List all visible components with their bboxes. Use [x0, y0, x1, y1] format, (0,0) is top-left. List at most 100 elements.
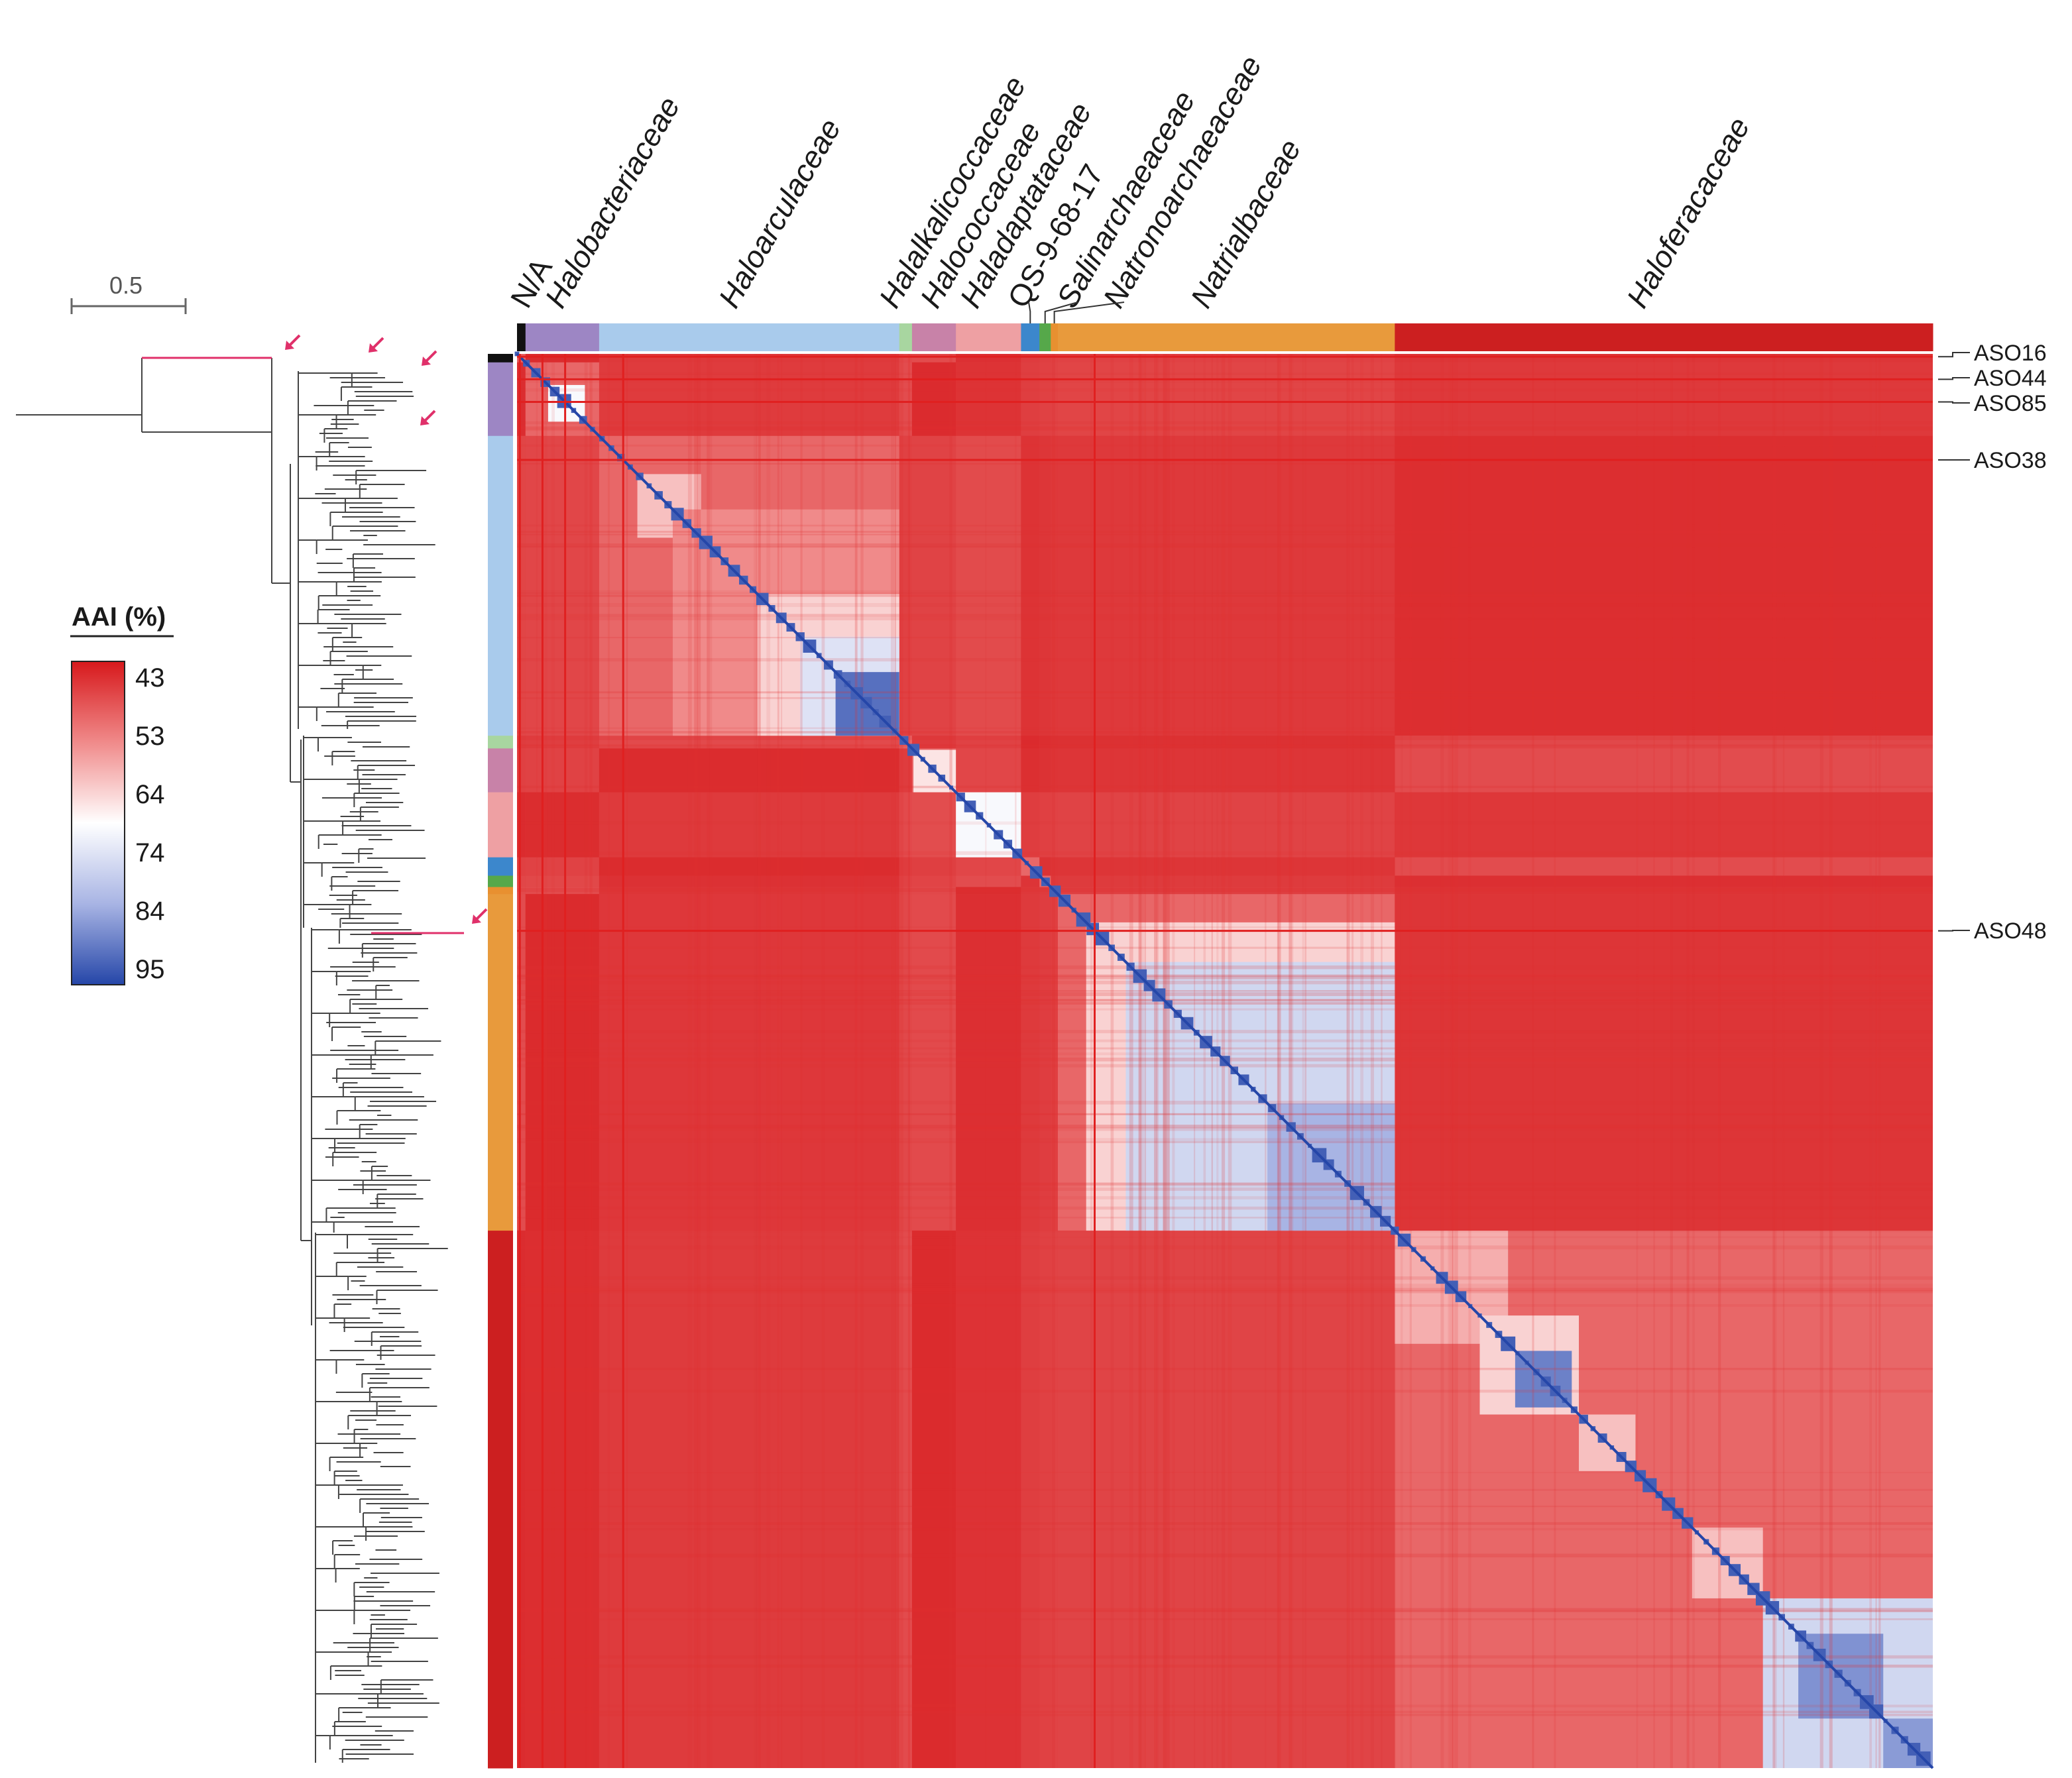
- heatmap-cell-block: [1057, 748, 1395, 793]
- heatmap-cell-block: [1395, 894, 1933, 1231]
- highlight-arrowhead: [369, 343, 378, 353]
- family-label: Haloferacaceae: [1620, 111, 1756, 313]
- heatmap-cell-block: [956, 435, 1021, 736]
- family-label: Halobacteriaceae: [538, 91, 687, 313]
- heatmap-cell-block: [1395, 875, 1933, 887]
- heatmap-cell-block: [1051, 354, 1058, 362]
- heatmap-cell-block: [956, 748, 1021, 793]
- heatmap-stripe: [697, 354, 701, 1768]
- heatmap-cell-block: [899, 792, 912, 858]
- heatmap-stripe: [517, 1138, 1933, 1140]
- family-bar-segment: [488, 435, 513, 736]
- family-bar-segment: [488, 792, 513, 858]
- heatmap-stripe: [517, 1125, 1933, 1129]
- heatmap-stripe: [1211, 354, 1213, 1768]
- phylogenetic-tree: [16, 357, 464, 1763]
- heatmap-stripe: [899, 354, 903, 1768]
- family-bar-segment: [488, 894, 513, 1231]
- heatmap-stripe: [854, 354, 858, 1768]
- heatmap-stripe: [1144, 354, 1147, 1768]
- heatmap-stripe: [1110, 354, 1114, 1768]
- heatmap-cell-block: [599, 875, 899, 887]
- genome-label: ASO85: [1974, 391, 2047, 416]
- genome-label: ASO38: [1974, 448, 2047, 473]
- highlight-arrowhead: [472, 915, 481, 924]
- heatmap-stripe: [985, 354, 987, 1768]
- aai-legend: AAI (%) 43 53 64 74 84 95: [70, 602, 174, 985]
- heatmap-stripe: [1172, 354, 1175, 1768]
- heatmap-cell-block: [899, 857, 912, 876]
- heatmap-cell-block: [911, 1231, 956, 1768]
- heatmap-stripe: [517, 744, 1933, 746]
- heatmap-stripe: [517, 592, 1933, 594]
- heatmap-stripe: [517, 524, 1933, 527]
- highlight-arrows: [285, 334, 488, 924]
- heatmap-stripe: [517, 975, 1933, 979]
- family-bar-segment: [1051, 323, 1059, 351]
- heatmap-stripe: [687, 354, 692, 1768]
- heatmap-stripe: [517, 1052, 1933, 1056]
- heatmap-cell-block: [1057, 887, 1395, 895]
- heatmap-stripe: [777, 354, 779, 1768]
- heatmap-cell-block: [1039, 362, 1051, 436]
- heatmap-stripe: [1819, 354, 1823, 1768]
- heatmap-cell-block: [525, 894, 599, 1231]
- heatmap-stripe: [536, 354, 538, 1768]
- heatmap-cell-block: [911, 736, 956, 749]
- heatmap-stripe: [1381, 354, 1383, 1768]
- heatmap-cell-block: [1021, 435, 1040, 736]
- genome-label: ASO44: [1974, 366, 2047, 391]
- family-label: Haloarculaceae: [712, 113, 848, 313]
- family-bar-segment: [488, 736, 513, 749]
- heatmap-stripe: [517, 696, 1933, 699]
- family-color-bar-top: [517, 323, 1933, 351]
- heatmap-cell-block: [1051, 362, 1058, 436]
- heatmap-stripe: [517, 990, 1933, 992]
- heatmap-cell-block: [525, 736, 599, 749]
- heatmap-stripe: [908, 354, 910, 1768]
- heatmap-cell-block: [525, 435, 599, 736]
- heatmap-stripe: [1869, 354, 1872, 1768]
- heatmap-stripe: [1291, 354, 1294, 1768]
- heatmap-stripe: [1090, 354, 1093, 1768]
- heatmap-stripe: [1156, 354, 1159, 1768]
- heatmap-cell-block: [899, 887, 912, 895]
- heatmap-stripe: [517, 1704, 1933, 1708]
- heatmap-stripe: [1194, 354, 1196, 1768]
- genome-label-leader: [1938, 352, 1970, 358]
- heatmap-cell-block: [525, 748, 599, 793]
- heatmap-cell-block: [911, 435, 956, 736]
- heatmap-stripe: [517, 1522, 1933, 1526]
- heatmap-cell-block: [1021, 792, 1040, 858]
- heatmap-cell-block: [1039, 1231, 1051, 1768]
- heatmap-cell-block: [1051, 894, 1058, 1231]
- heatmap-stripe: [707, 354, 710, 1768]
- heatmap-stripe: [517, 1002, 1933, 1005]
- heatmap-cell-block: [525, 887, 599, 895]
- heatmap-cell-block: [599, 857, 899, 876]
- heatmap-stripe: [517, 974, 1933, 977]
- heatmap-cell-block: [899, 1231, 912, 1768]
- heatmap-stripe: [1409, 354, 1412, 1768]
- heatmap-stripe: [517, 1127, 1933, 1131]
- heatmap-cell-block: [517, 887, 526, 895]
- heatmap-cell-block: [956, 1231, 1021, 1768]
- heatmap-cell-block: [599, 736, 899, 749]
- heatmap-stripe: [1875, 354, 1877, 1768]
- heatmap-stripe: [517, 980, 1933, 985]
- heatmap-stripe: [1154, 354, 1157, 1768]
- heatmap-cell-block: [956, 736, 1021, 749]
- heatmap-stripe: [517, 1101, 1933, 1105]
- heatmap-stripe: [517, 1283, 1933, 1286]
- heatmap-cell-block: [1051, 792, 1058, 858]
- heatmap-cell-block: [956, 875, 1021, 887]
- heatmap-stripe: [1265, 354, 1267, 1768]
- heatmap-stripe: [1370, 354, 1374, 1768]
- heatmap-stripe: [517, 1553, 1933, 1558]
- family-bar-segment: [488, 1231, 513, 1769]
- heatmap-cell-block: [899, 894, 912, 1231]
- heatmap-stripe: [544, 354, 547, 1768]
- heatmap-diagonal: [516, 353, 1934, 1769]
- heatmap-cell-block: [1021, 887, 1040, 895]
